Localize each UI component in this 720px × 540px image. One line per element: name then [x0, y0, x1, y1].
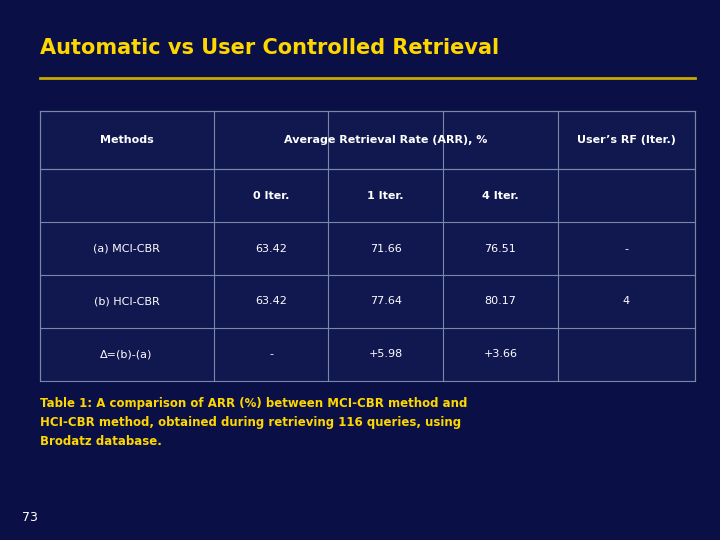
Text: 63.42: 63.42	[255, 296, 287, 307]
Text: 77.64: 77.64	[369, 296, 402, 307]
Text: +5.98: +5.98	[369, 349, 402, 359]
Text: -: -	[624, 244, 629, 254]
Text: Table 1: A comparison of ARR (%) between MCI-CBR method and
HCI-CBR method, obta: Table 1: A comparison of ARR (%) between…	[40, 397, 467, 448]
Text: Δ=(b)-(a): Δ=(b)-(a)	[100, 349, 153, 359]
Bar	[40, 111, 695, 381]
Text: 1 Iter.: 1 Iter.	[367, 191, 404, 201]
Bar	[326, 111, 330, 170]
Text: +3.66: +3.66	[483, 349, 518, 359]
Text: 63.42: 63.42	[255, 244, 287, 254]
Text: (b) HCI-CBR: (b) HCI-CBR	[94, 296, 159, 307]
Text: 71.66: 71.66	[370, 244, 402, 254]
Text: Methods: Methods	[99, 135, 153, 145]
Text: -: -	[269, 349, 273, 359]
Text: 0 Iter.: 0 Iter.	[253, 191, 289, 201]
Text: Average Retrieval Rate (ARR), %: Average Retrieval Rate (ARR), %	[284, 135, 487, 145]
Text: 76.51: 76.51	[485, 244, 516, 254]
Text: (a) MCI-CBR: (a) MCI-CBR	[93, 244, 160, 254]
Text: 4 Iter.: 4 Iter.	[482, 191, 519, 201]
Text: Automatic vs User Controlled Retrieval: Automatic vs User Controlled Retrieval	[40, 38, 499, 58]
Text: User’s RF (Iter.): User’s RF (Iter.)	[577, 135, 676, 145]
Bar	[441, 111, 445, 170]
Text: 73: 73	[22, 511, 37, 524]
Text: 80.17: 80.17	[485, 296, 516, 307]
Text: 4: 4	[623, 296, 630, 307]
